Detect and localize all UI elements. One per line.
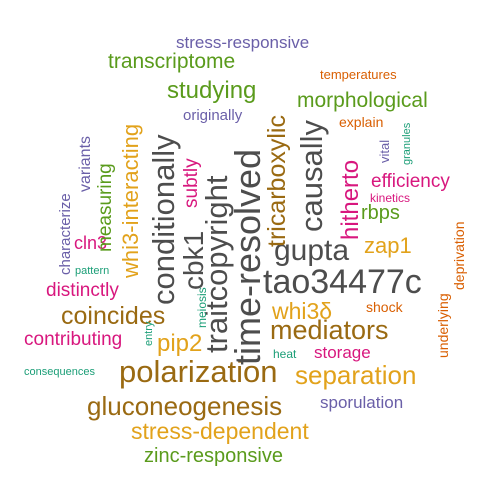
word: shock: [366, 299, 403, 315]
word: contributing: [24, 329, 123, 350]
word: cln3: [74, 233, 108, 253]
word: whi3-interacting: [118, 123, 143, 278]
word: originally: [183, 107, 243, 124]
word: hitherto: [337, 159, 364, 240]
word: tao34477c: [263, 263, 422, 301]
word: kinetics: [370, 191, 411, 205]
word: conditionally: [146, 134, 181, 305]
word: studying: [167, 77, 257, 104]
word: coincides: [61, 302, 166, 330]
word: granules: [401, 122, 413, 165]
word: polarization: [119, 354, 278, 389]
word: measuring: [95, 163, 116, 252]
word: heat: [273, 347, 297, 361]
word: rbps: [361, 202, 400, 224]
word: pattern: [75, 265, 110, 277]
word: temperatures: [320, 67, 397, 82]
word: zap1: [364, 233, 412, 258]
word: transcriptome: [108, 50, 236, 73]
word: gluconeogenesis: [87, 391, 283, 421]
word: characterize: [57, 193, 74, 275]
word: consequences: [24, 366, 95, 378]
word: distinctly: [46, 280, 119, 301]
word: cbk1: [178, 230, 209, 290]
word: gupta: [274, 234, 350, 267]
word: explain: [339, 114, 384, 130]
word: separation: [295, 360, 417, 390]
word: efficiency: [371, 171, 450, 192]
word: underlying: [435, 293, 451, 358]
word: stress-responsive: [176, 33, 310, 52]
word: zinc-responsive: [144, 445, 283, 467]
word: tricarboxylic: [263, 115, 291, 247]
word: variants: [77, 135, 94, 192]
word: storage: [314, 343, 371, 362]
word: deprivation: [451, 221, 467, 291]
word: sporulation: [320, 393, 404, 412]
word: meiosis: [195, 287, 209, 328]
word: stress-dependent: [131, 418, 309, 444]
word: entry: [143, 321, 155, 346]
word: morphological: [297, 89, 428, 112]
word: causally: [294, 120, 329, 232]
word: time-resolved: [227, 148, 268, 365]
word: whi3δ: [272, 298, 333, 324]
word: vital: [377, 139, 392, 163]
word: pip2: [157, 330, 203, 357]
word: mediators: [270, 315, 389, 345]
